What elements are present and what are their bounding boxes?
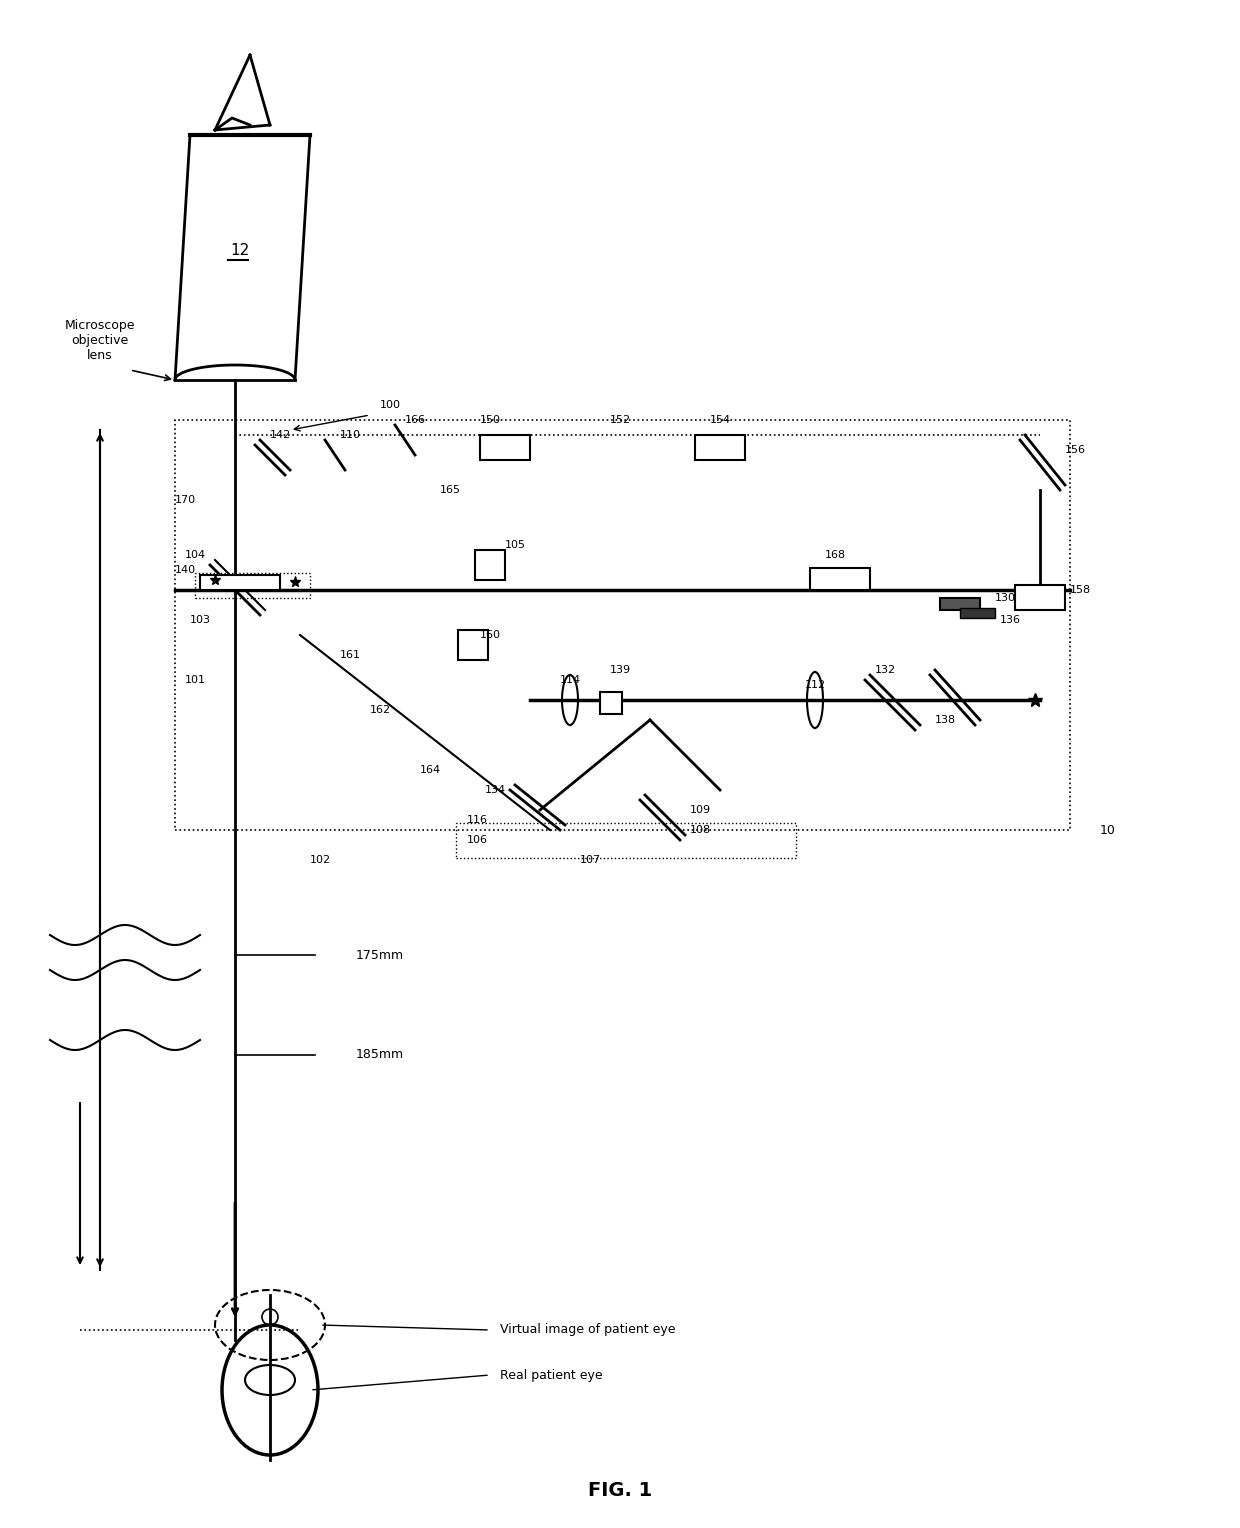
Text: FIG. 1: FIG. 1 [588,1481,652,1499]
Bar [1016,585,1065,610]
Text: 104: 104 [185,550,206,559]
Bar [600,692,622,714]
Text: 164: 164 [419,766,440,775]
Bar [810,568,870,590]
Text: 110: 110 [340,429,361,440]
Text: 134: 134 [485,785,506,795]
Bar [960,608,994,617]
Text: 175mm: 175mm [356,949,404,961]
Bar [200,575,280,590]
Bar [940,597,980,610]
Text: 161: 161 [340,649,361,660]
Text: 156: 156 [1064,445,1085,455]
Text: 165: 165 [439,484,460,495]
Text: 154: 154 [709,416,730,425]
Text: Real patient eye: Real patient eye [500,1369,603,1381]
Text: 10: 10 [1100,824,1116,836]
Text: 108: 108 [689,825,711,834]
Text: 106: 106 [466,834,487,845]
Bar [195,573,310,597]
Text: 162: 162 [370,704,391,715]
Text: 101: 101 [185,675,206,685]
Text: Microscope
objective
lens: Microscope objective lens [64,318,135,362]
Text: 170: 170 [175,495,196,504]
Bar [694,435,745,460]
Bar [480,435,529,460]
Text: Virtual image of patient eye: Virtual image of patient eye [500,1323,676,1337]
Text: 168: 168 [825,550,846,559]
Text: 160: 160 [480,630,501,640]
Text: 152: 152 [609,416,631,425]
Text: 116: 116 [466,814,487,825]
Text: 112: 112 [805,680,826,691]
Text: 105: 105 [505,539,526,550]
Text: 102: 102 [310,856,331,865]
Text: 185mm: 185mm [356,1048,404,1062]
Bar [175,420,1070,830]
Text: 103: 103 [190,614,211,625]
Text: 100: 100 [379,400,401,410]
Text: 132: 132 [874,665,895,675]
Text: 140: 140 [175,565,196,575]
Bar [456,824,796,859]
Text: 12: 12 [231,243,249,258]
Bar [475,550,505,581]
Text: 138: 138 [935,715,956,724]
Text: 114: 114 [559,675,580,685]
Text: 109: 109 [689,805,711,814]
Text: 158: 158 [1069,585,1090,594]
Text: 130: 130 [994,593,1016,604]
Text: 142: 142 [269,429,290,440]
Bar [458,630,489,660]
Text: 166: 166 [404,416,425,425]
Text: 150: 150 [480,416,501,425]
Text: 136: 136 [999,614,1021,625]
Text: 139: 139 [609,665,631,675]
Text: 107: 107 [579,856,600,865]
